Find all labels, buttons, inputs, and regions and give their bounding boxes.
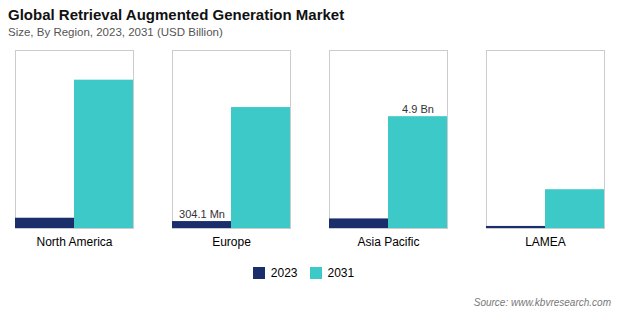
svg-text:304.1 Mn: 304.1 Mn — [179, 208, 225, 220]
html-text:Size, By Region, 2023, 2031 (U: Size, By Region, 2023, 2031 (USD Billion… — [8, 26, 223, 38]
svg-text:North America: North America — [36, 235, 112, 249]
svg-text:Europe: Europe — [212, 235, 251, 249]
svg-text:4.9 Bn: 4.9 Bn — [402, 103, 434, 115]
html-text:Source: www.kbvresearch.com: Source: www.kbvresearch.com — [473, 297, 611, 308]
html-text:2023: 2023 — [270, 265, 298, 280]
svg-text:Asia Pacific: Asia Pacific — [357, 235, 419, 249]
html-text:Global Retrieval Augmented Gen: Global Retrieval Augmented Generation Ma… — [8, 6, 345, 23]
html-text:2031: 2031 — [327, 265, 355, 280]
svg-text:LAMEA: LAMEA — [525, 235, 566, 249]
